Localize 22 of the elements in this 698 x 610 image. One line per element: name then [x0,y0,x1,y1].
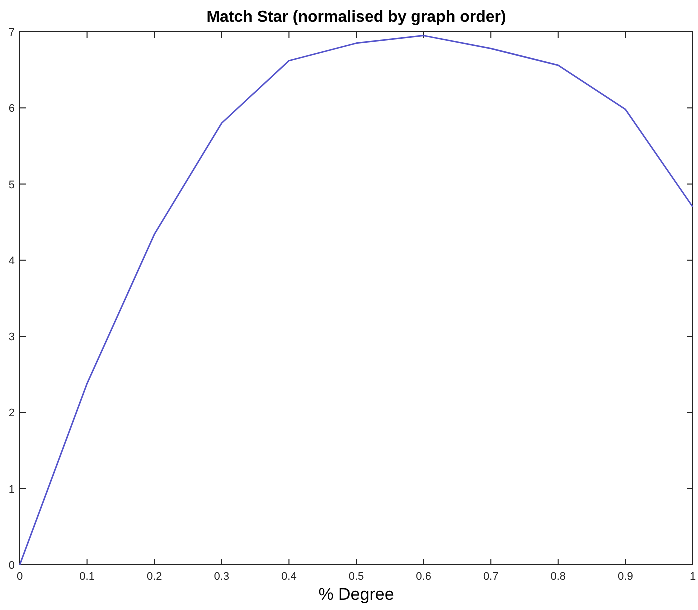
x-tick-label: 0.2 [146,571,162,583]
x-tick-label: 0.7 [483,571,499,583]
line-series [19,35,694,566]
chart-title: Match Star (normalised by graph order) [206,9,506,26]
x-axis-title: % Degree [318,585,394,604]
y-tick-label: 5 [8,179,15,192]
x-tick-label: 0.4 [282,571,297,583]
y-tick-label: 6 [8,103,15,116]
x-tick-label: 0.1 [80,571,95,583]
y-tick-label: 0 [8,560,15,572]
y-tick-label: 2 [8,408,15,420]
x-tick-label: 0 [16,571,24,583]
x-tick-label: 0.6 [416,571,432,583]
y-tick-label: 7 [8,27,15,39]
x-tick-label: 0.9 [618,571,634,583]
y-tick-label: 3 [8,332,15,344]
y-tick-label: 4 [8,255,15,268]
x-tick-label: 0.3 [214,571,230,583]
x-tick-label: 0.5 [348,571,364,583]
x-tick-label: 0.8 [550,571,566,583]
x-tick-label: 1 [690,571,696,583]
y-tick-label: 1 [8,484,15,496]
